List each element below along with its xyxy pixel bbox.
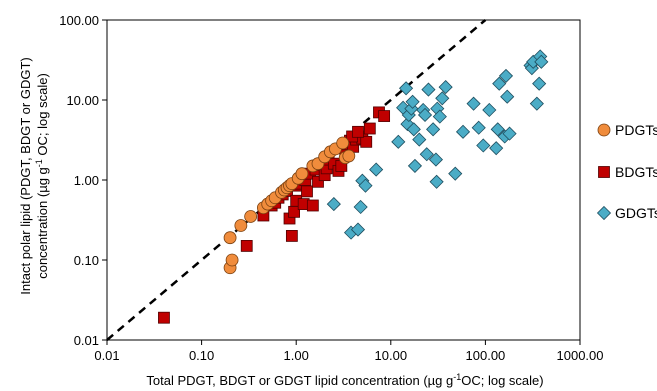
series-gdgts [326, 49, 549, 240]
bdgt-point [378, 110, 391, 122]
y-axis-title-line2-sup: -1 [34, 159, 44, 167]
gdgt-point [353, 199, 368, 215]
gdgt-point [398, 81, 414, 96]
gdgt-point [490, 122, 505, 137]
gdgt-point [412, 132, 427, 147]
pdgt-point [295, 167, 309, 181]
bdgt-point [301, 185, 313, 198]
pdgt-point [223, 231, 237, 245]
gdgt-point [326, 197, 341, 212]
gdgt-point [350, 222, 366, 237]
legend-label: GDGTs [615, 205, 657, 221]
gdgt-point [471, 120, 486, 135]
plot-frame [106, 19, 581, 341]
plot-area: 0.01 0.10 1.00 10.00 100.00 1000.00 0.01 0.10 1.… [59, 13, 603, 363]
x-tick-label: 0.01 [94, 348, 119, 363]
bdgt-point [285, 230, 298, 242]
gdgt-point [428, 152, 444, 167]
gdgt-point [532, 76, 547, 91]
gdgt-point [534, 54, 549, 69]
gdgt-point [492, 76, 507, 91]
series-pdgts [223, 136, 356, 275]
x-tick-label: 1.00 [284, 348, 309, 363]
x-axis-title: Total PDGT, BDGT or GDGT lipid concentra… [146, 372, 543, 388]
gdgt-point [529, 96, 544, 111]
y-tick-label: 1.00 [74, 173, 99, 188]
x-axis-title-sup: -1 [453, 372, 461, 382]
gdgt-point [455, 124, 471, 139]
y-axis-title: Intact polar lipid (PDGT, BDGT or GDGT) … [18, 57, 50, 294]
bdgt-point [240, 240, 253, 252]
gdgt-point [419, 147, 434, 162]
pdgt-point [244, 210, 258, 223]
pdgt-point [234, 219, 248, 232]
gdgt-point [405, 94, 420, 109]
legend-marker-gdgts [596, 205, 612, 221]
x-tick-label: 100.00 [466, 348, 506, 363]
gdgt-point [435, 91, 450, 106]
gdgt-point [448, 166, 463, 181]
gdgt-point [417, 107, 433, 123]
y-tick-label: 10.00 [66, 93, 99, 108]
bdgt-point [158, 311, 170, 324]
y-axis-title-line2-pre: concentration (µg g [35, 167, 50, 279]
pdgt-point [336, 136, 350, 150]
svg-text:Intact polar lipid (PDGT, BDGT: Intact polar lipid (PDGT, BDGT or GDGT) [18, 57, 33, 294]
gdgt-point [498, 68, 514, 83]
bdgt-point [363, 122, 376, 135]
legend-item-bdgts: BDGTs [598, 164, 657, 180]
legend-item-pdgts: PDGTs [597, 122, 657, 138]
gdgt-point [369, 162, 384, 177]
bdgt-point [306, 199, 319, 212]
legend-item-gdgts: GDGTs [596, 205, 657, 221]
gdgt-point [391, 134, 406, 149]
y-tick-label: 0.10 [74, 253, 99, 268]
legend: PDGTs BDGTs GDGTs [596, 122, 657, 221]
legend-marker-bdgts [598, 166, 610, 178]
pdgt-point [225, 253, 239, 267]
gdgt-point [466, 96, 481, 111]
gdgt-point [489, 141, 504, 156]
bdgt-point [352, 125, 364, 138]
legend-label: BDGTs [615, 164, 657, 180]
y-tick-label: 100.00 [59, 13, 99, 28]
gdgt-point [406, 122, 421, 137]
bdgt-point [312, 175, 324, 188]
x-axis-title-post: OC; log scale) [461, 373, 543, 388]
bdgt-point [360, 135, 373, 148]
legend-marker-pdgts [597, 123, 611, 137]
gdgt-point [426, 122, 441, 137]
pdgt-point [342, 149, 356, 163]
x-tick-label: 1000.00 [557, 348, 604, 363]
x-axis-title-pre: Total PDGT, BDGT or GDGT lipid concentra… [146, 373, 453, 388]
svg-text:concentration (µg g-1 OC; log: concentration (µg g-1 OC; log scale) [34, 73, 50, 279]
one-to-one-line [106, 19, 487, 341]
gdgt-point [500, 89, 515, 104]
gdgt-point [407, 158, 423, 173]
gdgt-point [476, 138, 491, 153]
gdgt-point [482, 102, 497, 118]
gdgt-point [421, 82, 436, 97]
x-tick-label: 0.10 [189, 348, 214, 363]
legend-label: PDGTs [615, 122, 657, 138]
x-tick-label: 10.00 [375, 348, 408, 363]
gdgt-point [438, 80, 453, 95]
gdgt-point [502, 126, 517, 141]
gdgt-point [432, 109, 447, 124]
gdgt-point [358, 178, 373, 193]
gdgt-point [429, 174, 444, 189]
series-bdgts [158, 106, 391, 324]
y-tick-label: 0.01 [74, 333, 99, 348]
y-axis-title-line1: Intact polar lipid (PDGT, BDGT or GDGT) [18, 57, 33, 294]
y-axis-title-line2-post: OC; log scale) [35, 73, 50, 159]
